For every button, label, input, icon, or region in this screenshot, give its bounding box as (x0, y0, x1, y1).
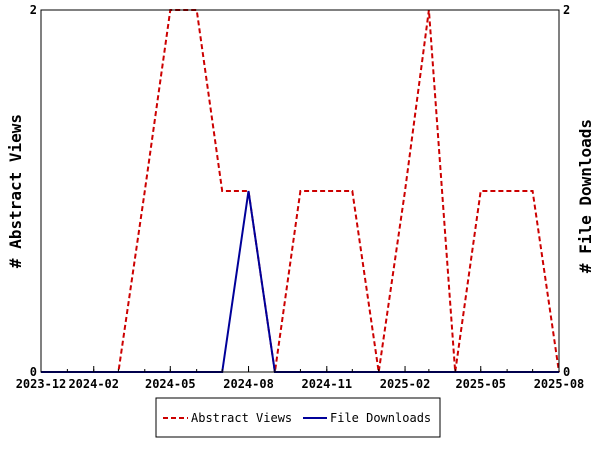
data-point-abstract-views-4 (144, 190, 146, 192)
x-tick-label-1: 2024-02 (68, 377, 119, 391)
legend-label-abstract-views: Abstract Views (191, 411, 292, 425)
data-point-abstract-views-19 (531, 190, 533, 192)
x-tick-label-2: 2024-05 (145, 377, 196, 391)
y-right-tick-label-0: 0 (563, 365, 570, 379)
data-point-abstract-views-18 (506, 190, 508, 192)
x-tick-label-5: 2025-02 (380, 377, 431, 391)
y-right-tick-label-1: 2 (563, 3, 570, 17)
data-point-abstract-views-7 (221, 190, 223, 192)
data-point-abstract-views-17 (480, 190, 482, 192)
x-tick-label-4: 2024-11 (302, 377, 353, 391)
data-point-file-downloads-8 (247, 190, 249, 192)
y-axis-right-title: # File Downloads (576, 119, 595, 273)
y-left-tick-label-0: 0 (30, 365, 37, 379)
data-point-abstract-views-12 (351, 190, 353, 192)
data-point-abstract-views-11 (326, 190, 328, 192)
data-point-abstract-views-14 (404, 190, 406, 192)
y-axis-left-title: # Abstract Views (6, 114, 25, 268)
ticks-layer: 2023-12 2024-02 2024-05 2024-08 2024-11 2025-… (16, 3, 585, 391)
series-line-abstract-views (41, 9, 560, 373)
legend-label-file-downloads: File Downloads (330, 411, 431, 425)
data-point-abstract-views-10 (299, 190, 301, 192)
series-layer (41, 9, 560, 373)
y-left-tick-label-1: 2 (30, 3, 37, 17)
x-tick-label-3: 2024-08 (223, 377, 274, 391)
legend-box (155, 397, 441, 438)
x-tick-label-6: 2025-05 (455, 377, 506, 391)
x-tick-label-0: 2023-12 (16, 377, 67, 391)
series-line-file-downloads (41, 190, 559, 373)
legend: Abstract Views File Downloads (155, 397, 441, 438)
x-tick-label-7: 2025-08 (534, 377, 585, 391)
